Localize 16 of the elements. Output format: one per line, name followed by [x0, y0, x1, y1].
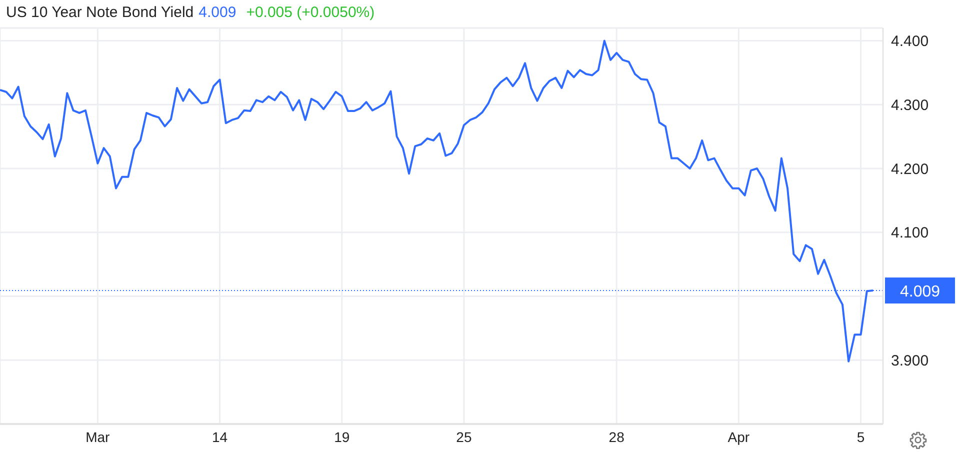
ref-line-label: 4.009 — [900, 284, 940, 301]
x-tick-label: 19 — [334, 428, 350, 445]
y-tick-label: 3.900 — [891, 352, 929, 370]
text: 4.009 — [198, 4, 236, 21]
x-tick-label: Mar — [86, 428, 110, 445]
x-tick-label: 5 — [856, 428, 865, 445]
x-tick-label: Apr — [728, 428, 750, 445]
y-tick-label: 4.300 — [891, 96, 929, 114]
y-tick-label: 4.400 — [891, 33, 929, 50]
x-tick-label: 28 — [608, 428, 625, 445]
x-tick-label: 25 — [456, 428, 472, 445]
x-tick-label: 14 — [212, 428, 228, 445]
chart-title: US 10 Year Note Bond Yield — [6, 4, 194, 21]
y-tick-label: 4.100 — [891, 224, 929, 242]
text: +0.005 (+0.0050%) — [246, 4, 375, 21]
y-tick-label: 4.200 — [891, 160, 929, 178]
